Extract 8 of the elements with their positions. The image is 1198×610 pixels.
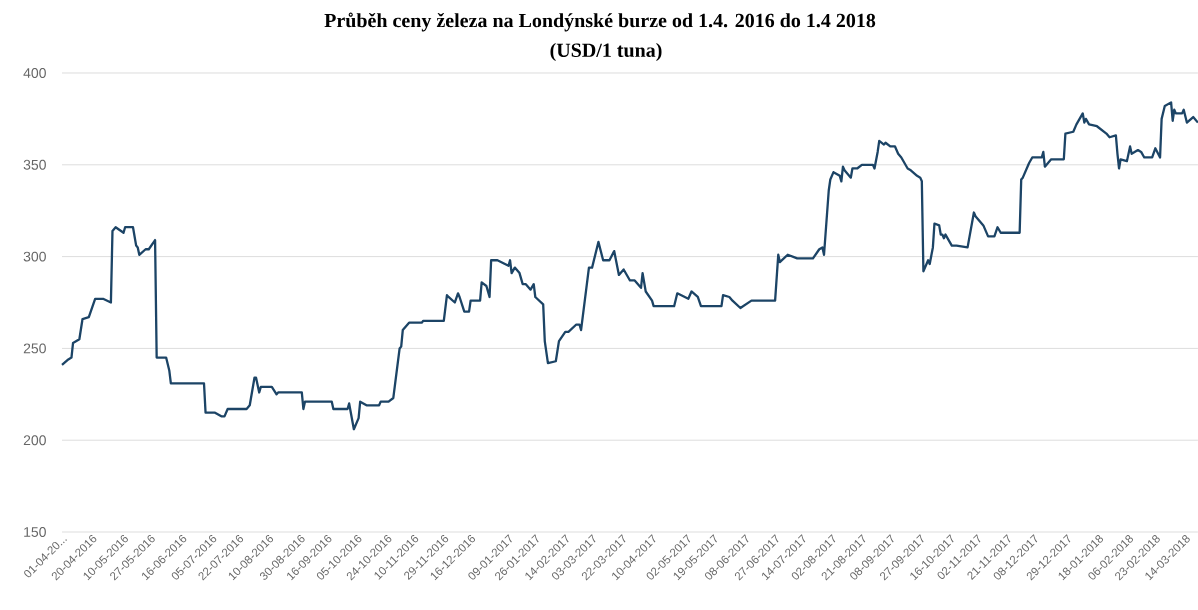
y-tick-label: 300	[23, 251, 46, 262]
chart-title: Průběh ceny železa na Londýnské burze od 1.4. 2016 do 1.4 2018	[324, 12, 876, 32]
y-tick-label: 150	[24, 527, 46, 537]
y-tick-label: 350	[23, 159, 46, 170]
y-tick-label: 200	[23, 435, 46, 446]
chart-subtitle: (USD/1 tuna)	[550, 42, 662, 62]
y-tick-label: 400	[23, 68, 46, 78]
y-tick-label: 250	[23, 343, 46, 354]
